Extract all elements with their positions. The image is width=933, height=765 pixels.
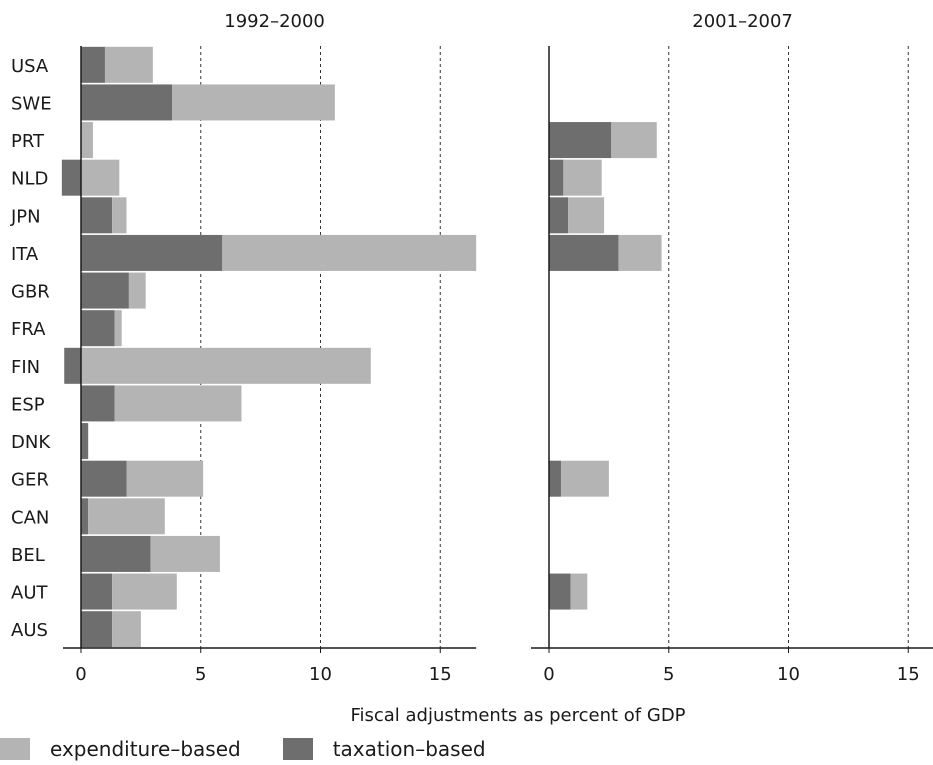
bar-tax-1-PRT <box>549 122 612 159</box>
bar-tax-0-FIN <box>64 347 81 384</box>
xtick-label-1-0: 0 <box>543 664 554 685</box>
bar-tax-0-ESP <box>81 385 115 422</box>
bar-exp-0-BEL <box>150 535 220 572</box>
bar-exp-0-FRA <box>114 310 122 347</box>
bar-exp-0-USA <box>104 46 153 83</box>
bar-exp-0-ITA <box>222 234 477 271</box>
bar-tax-0-BEL <box>81 535 151 572</box>
bar-exp-1-AUT <box>570 573 588 610</box>
bar-tax-0-ITA <box>81 234 223 271</box>
bar-exp-0-GER <box>126 460 204 497</box>
bar-exp-0-NLD <box>81 159 120 196</box>
legend-label-expenditure: expenditure–based <box>50 737 241 761</box>
bar-exp-1-GER <box>560 460 609 497</box>
bar-exp-1-JPN <box>568 197 605 234</box>
bar-tax-1-ITA <box>549 234 619 271</box>
category-label-ITA: ITA <box>11 244 39 265</box>
bar-exp-0-PRT <box>81 122 93 159</box>
category-label-AUS: AUS <box>11 620 48 641</box>
category-label-FIN: FIN <box>11 357 40 378</box>
bar-exp-0-AUT <box>112 573 177 610</box>
bar-exp-1-NLD <box>563 159 602 196</box>
legend-item-expenditure: expenditure–based <box>0 737 241 761</box>
category-label-PRT: PRT <box>11 131 45 152</box>
category-label-NLD: NLD <box>11 169 48 190</box>
bar-tax-0-NLD <box>61 159 81 196</box>
panel-title-1: 2001–2007 <box>692 11 793 32</box>
category-label-ESP: ESP <box>11 394 45 415</box>
category-label-USA: USA <box>11 56 49 77</box>
bar-tax-0-CAN <box>81 498 89 535</box>
category-label-FRA: FRA <box>11 319 46 340</box>
xtick-label-0-15: 15 <box>429 664 452 685</box>
category-label-GBR: GBR <box>11 282 50 303</box>
bar-tax-0-DNK <box>81 423 89 460</box>
bar-tax-1-JPN <box>549 197 569 234</box>
bar-tax-0-JPN <box>81 197 113 234</box>
category-label-CAN: CAN <box>11 507 49 528</box>
chart: 1992–2000 0 5 10 15 2001–2007 0 5 10 15 USA SWE PRT N… <box>10 11 933 726</box>
xtick-label-1-15: 15 <box>897 664 920 685</box>
bar-tax-0-USA <box>81 46 105 83</box>
category-label-JPN: JPN <box>10 206 41 227</box>
bar-tax-0-FRA <box>81 310 115 347</box>
xtick-label-0-0: 0 <box>75 664 86 685</box>
category-label-AUT: AUT <box>11 583 48 604</box>
bar-exp-0-AUS <box>112 611 141 648</box>
legend: expenditure–based taxation–based <box>0 733 528 765</box>
bar-tax-0-GBR <box>81 272 129 309</box>
bar-exp-1-PRT <box>611 122 657 159</box>
category-label-GER: GER <box>11 470 49 491</box>
bar-tax-0-SWE <box>81 84 173 121</box>
xtick-label-0-10: 10 <box>309 664 332 685</box>
bar-tax-1-NLD <box>549 159 564 196</box>
bar-exp-1-ITA <box>618 234 662 271</box>
xtick-label-0-5: 5 <box>195 664 206 685</box>
bar-exp-0-FIN <box>81 347 371 384</box>
bar-tax-0-GER <box>81 460 127 497</box>
xtick-label-1-5: 5 <box>663 664 674 685</box>
xtick-label-1-10: 10 <box>777 664 800 685</box>
category-label-BEL: BEL <box>11 545 45 566</box>
legend-label-taxation: taxation–based <box>332 737 486 761</box>
bar-exp-0-CAN <box>88 498 165 535</box>
bar-tax-0-AUS <box>81 611 113 648</box>
category-label-SWE: SWE <box>11 93 52 114</box>
bar-exp-0-SWE <box>172 84 335 121</box>
bar-tax-1-AUT <box>549 573 571 610</box>
category-label-DNK: DNK <box>11 432 51 453</box>
bar-tax-1-GER <box>549 460 561 497</box>
taxation-swatch <box>282 738 313 760</box>
legend-item-taxation: taxation–based <box>282 737 486 761</box>
bar-tax-0-AUT <box>81 573 113 610</box>
bar-exp-0-GBR <box>128 272 146 309</box>
x-axis-label: Fiscal adjustments as percent of GDP <box>350 705 685 726</box>
panel-title-0: 1992–2000 <box>224 11 325 32</box>
expenditure-swatch <box>0 738 30 760</box>
bar-exp-0-JPN <box>112 197 127 234</box>
bar-exp-0-ESP <box>114 385 242 422</box>
